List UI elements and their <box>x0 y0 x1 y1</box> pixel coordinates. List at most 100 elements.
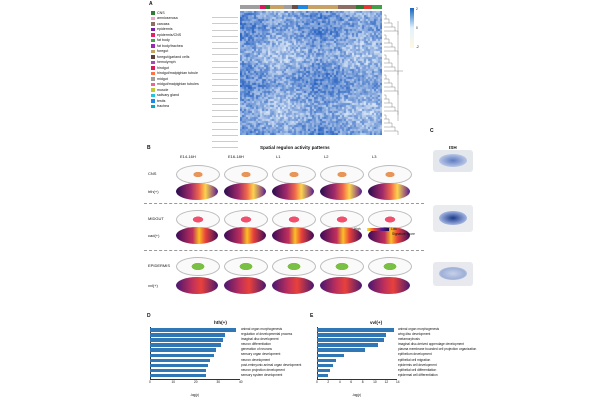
go-bar <box>150 358 210 363</box>
legend-label: carcass <box>157 21 170 26</box>
strip-segment <box>260 5 266 9</box>
expression-region <box>381 170 399 179</box>
embryo-map <box>224 165 268 184</box>
gene-label-row <box>212 86 238 93</box>
embryo-map <box>368 257 412 276</box>
legend-label: midgut/malpighian tubules <box>157 82 199 87</box>
embryo-map <box>368 227 410 244</box>
expression-region <box>333 262 351 271</box>
x-tick: 10 <box>171 380 176 384</box>
go-bar <box>317 333 387 337</box>
legend-label: CNS <box>157 10 165 15</box>
go-bar <box>150 373 206 378</box>
panel-d-xlabel: -log(p) <box>190 393 200 397</box>
go-bar <box>317 353 344 358</box>
x-tick: 30 <box>216 380 221 384</box>
legend-item: epidermis/CNS <box>151 32 199 38</box>
x-axis <box>150 379 240 380</box>
expression-region <box>189 215 207 224</box>
x-tick: 12 <box>384 380 389 384</box>
legend-item: epidermis <box>151 27 199 33</box>
embryo-map <box>176 165 220 184</box>
panel-e-xlabel: -log(p) <box>352 393 362 397</box>
y-axis <box>150 327 151 379</box>
go-bar <box>317 358 336 363</box>
gene-label-row <box>212 111 238 118</box>
go-term: epithelium development <box>398 352 432 357</box>
y-axis <box>317 327 318 379</box>
legend-high: High <box>354 227 361 231</box>
legend-item: fat body <box>151 38 199 44</box>
legend-swatch <box>151 71 155 75</box>
go-term: imaginal disc development <box>241 337 279 342</box>
stage-label: E16-18H <box>228 154 244 159</box>
panel-a-label: A <box>149 1 153 7</box>
legend-item: hindgut/malpighian tubule <box>151 71 199 77</box>
x-tick: 10 <box>373 380 377 384</box>
go-term: epithelial cell differentiation <box>398 367 437 372</box>
legend-item: midgut/malpighian tubules <box>151 82 199 88</box>
go-term: animal organ morphogenesis <box>241 327 283 331</box>
legend-label: epidermis <box>157 27 173 32</box>
go-bar <box>150 333 225 337</box>
go-bar <box>317 328 395 332</box>
legend-swatch <box>151 82 155 86</box>
dendrogram-branches <box>384 14 403 135</box>
gene-label-row <box>212 43 238 50</box>
x-tick: 4 <box>338 380 341 384</box>
legend-swatch <box>151 99 155 103</box>
stage-label: E14-16H <box>180 154 196 159</box>
go-bar <box>150 338 223 342</box>
legend-swatch <box>151 33 155 37</box>
legend-label: midgut <box>157 76 168 81</box>
strip-segment <box>298 5 308 9</box>
legend-swatch <box>151 93 155 97</box>
gene-label-row <box>212 105 238 111</box>
legend-label: epidermis/CNS <box>157 32 182 37</box>
embryo-map <box>320 257 364 276</box>
expression-region <box>189 170 207 179</box>
legend-swatch <box>151 77 155 81</box>
panel-b-label: B <box>147 145 151 151</box>
legend-swatch <box>151 27 155 31</box>
legend-item: carcass <box>151 21 199 27</box>
go-term: metamorphosis <box>398 337 420 342</box>
gene-label-row <box>212 55 238 62</box>
go-term: neuron projection development <box>241 367 285 372</box>
gene-label-row <box>212 117 238 124</box>
strip-segment <box>338 5 356 9</box>
embryo-map <box>272 227 314 244</box>
x-tick: 20 <box>194 380 198 384</box>
gene-label-row <box>212 37 238 43</box>
go-bar <box>317 343 379 347</box>
legend-item: hemolymph <box>151 60 199 66</box>
row-label: cad(+) <box>148 233 160 238</box>
go-term: epithelial cell migration <box>398 357 431 362</box>
legend-item: hindgut <box>151 65 199 71</box>
go-terms-vvl: animal organ morphogenesis wing disc deve… <box>398 327 476 378</box>
gene-label-row <box>212 74 238 81</box>
expression-region <box>381 215 399 224</box>
tissue-legend: CNS amnioserosa carcass epidermis epidermis/… <box>151 10 199 109</box>
strip-segment <box>266 5 270 9</box>
panel-d-title: hth(+) <box>214 320 227 325</box>
go-bar <box>150 363 208 368</box>
legend-swatch <box>151 44 155 48</box>
stage-labels: E14-16H E16-18H L1 L2 L3 <box>180 155 420 163</box>
embryo-map <box>176 183 218 200</box>
legend-swatch <box>151 60 155 64</box>
expression-region <box>285 170 303 179</box>
embryo-map <box>320 183 362 200</box>
x-tick: 40 <box>239 380 243 384</box>
stage-label: L1 <box>276 154 281 159</box>
colorbar-mid: 0 <box>416 26 418 30</box>
legend-item: trachea <box>151 104 199 110</box>
strip-segment <box>372 5 382 9</box>
panel-e-title: vvl(+) <box>370 320 383 325</box>
strip-segment <box>240 5 260 9</box>
gene-labels <box>210 12 240 149</box>
section-divider <box>144 250 424 251</box>
embryo-map <box>320 277 362 294</box>
legend-item: amnioserosa <box>151 16 199 22</box>
legend-item: CNS <box>151 10 199 16</box>
